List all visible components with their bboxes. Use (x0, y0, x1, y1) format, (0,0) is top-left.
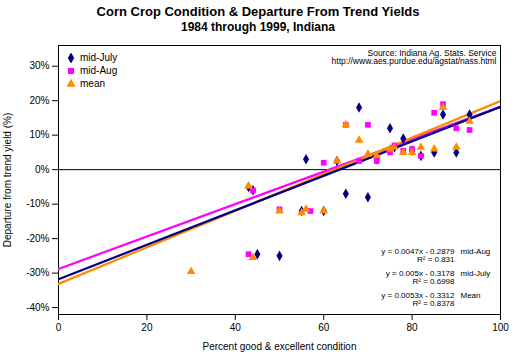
svg-text:-40%: -40% (26, 302, 49, 313)
svg-text:0: 0 (56, 322, 62, 333)
html-text:Corn Crop Condition & Departur: Corn Crop Condition & Departure From Tre… (96, 4, 420, 19)
svg-text:y = 0.0047x - 0.2879R² = 0.831: y = 0.0047x - 0.2879R² = 0.831 (381, 247, 455, 264)
svg-text:Mean: Mean (461, 291, 481, 300)
svg-text:-20%: -20% (26, 233, 49, 244)
svg-text:100: 100 (492, 322, 509, 333)
svg-text:60: 60 (318, 322, 330, 333)
svg-text:Percent good & excellent condi: Percent good & excellent condition (203, 341, 357, 352)
html-text:mid-Aug: mid-Aug (80, 65, 118, 76)
html-text:mid-July: mid-July (80, 52, 118, 63)
svg-text:-10%: -10% (26, 198, 49, 209)
svg-text:-30%: -30% (26, 267, 49, 278)
svg-text:80: 80 (407, 322, 419, 333)
html-text:mean: mean (80, 78, 105, 89)
svg-text:30%: 30% (29, 60, 49, 71)
svg-text:10%: 10% (29, 129, 49, 140)
svg-text:40: 40 (230, 322, 242, 333)
svg-text:20: 20 (141, 322, 153, 333)
html-text:1984 through 1999, Indiana: 1984 through 1999, Indiana (181, 20, 335, 34)
svg-text:Source: Indiana Ag. Stats. Ser: Source: Indiana Ag. Stats. Servicehttp:/… (332, 48, 497, 67)
svg-text:mid-Aug: mid-Aug (461, 247, 491, 256)
svg-text:0%: 0% (35, 164, 50, 175)
svg-text:mid-July: mid-July (461, 269, 491, 278)
svg-text:20%: 20% (29, 95, 49, 106)
svg-text:Departure from trend yield (%): Departure from trend yield (%) (2, 113, 13, 248)
svg-text:y = 0.0053x - 0.3312R² = 0.837: y = 0.0053x - 0.3312R² = 0.8378 (381, 291, 455, 308)
svg-text:y = 0.005x - 0.3178R² = 0.6998: y = 0.005x - 0.3178R² = 0.6998 (386, 269, 455, 286)
